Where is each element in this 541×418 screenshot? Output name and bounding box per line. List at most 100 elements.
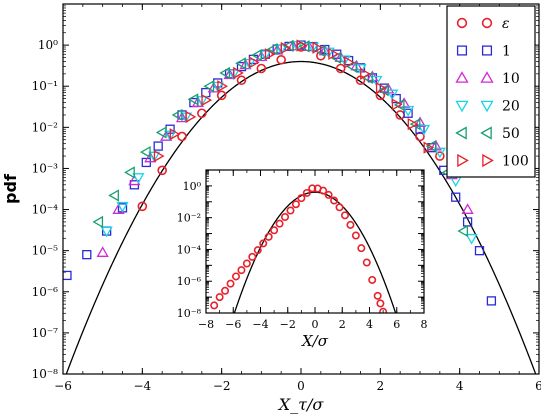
x-tick-label: −6 [225, 318, 241, 331]
inset-plot: −8 −6 −4 −2 0 2 4 6 8 10⁻⁸ 10⁻⁶ 10⁻⁴ 10⁻² 10⁰ X/σ [177, 169, 428, 350]
x-tick-label: −4 [133, 379, 151, 393]
x-tick-label: 2 [377, 379, 385, 393]
data-point-square [403, 108, 413, 118]
data-point-triangle-down [116, 201, 129, 213]
legend-label: ε [502, 16, 510, 32]
data-point-circle [302, 188, 311, 197]
data-point-circle [242, 259, 251, 268]
legend-marker-triangle-right [457, 153, 469, 168]
legend-marker-square [481, 45, 493, 56]
y-tick-label: 10⁻⁶ [177, 275, 202, 288]
data-point-triangle-left [187, 93, 199, 106]
data-point-triangle-down [433, 147, 446, 159]
legend-label: 100 [502, 154, 529, 170]
data-point-square [141, 157, 151, 168]
data-point-circle [256, 63, 267, 74]
data-point-circle [221, 286, 230, 295]
data-point-triangle-left [139, 145, 151, 159]
data-point-circle [335, 63, 346, 74]
y-tick-label: 10⁻² [32, 120, 59, 134]
legend-marker-triangle-up [455, 71, 469, 83]
data-point-circle [286, 206, 295, 215]
data-point-triangle-down [354, 64, 367, 75]
data-point-circle [215, 293, 224, 302]
data-point-triangle-up [461, 203, 474, 214]
series-group [63, 39, 497, 306]
legend-marker-triangle-left [455, 126, 467, 140]
data-point-circle [237, 266, 246, 275]
data-point-circle [308, 184, 317, 193]
legend-marker-triangle-up [480, 71, 494, 83]
data-point-circle [264, 232, 273, 241]
legend: ε 1 10 20 50 100 [446, 5, 536, 178]
x-tick-label: −8 [198, 318, 214, 331]
data-point-square [153, 141, 163, 151]
x-tick-label: 0 [312, 318, 319, 331]
plot-frame [205, 169, 425, 314]
data-point-triangle-down [132, 173, 145, 184]
data-point-square [486, 296, 497, 306]
data-point-triangle-right [248, 56, 260, 69]
legend-marker-square [456, 45, 468, 56]
x-tick-label: 4 [366, 318, 373, 331]
data-point-circle [157, 165, 167, 176]
data-point-circle [335, 203, 344, 212]
data-point-square [474, 246, 485, 256]
data-point-circle [376, 299, 385, 308]
data-point-circle [330, 196, 339, 205]
data-point-triangle-left [393, 98, 405, 112]
data-point-triangle-left [457, 224, 469, 238]
data-point-triangle-right [375, 81, 387, 95]
x-tick-label: −2 [213, 379, 231, 393]
data-point-triangle-up [96, 246, 109, 257]
data-point-triangle-right [233, 66, 244, 80]
gaussian-reference-curve [233, 191, 397, 313]
data-point-triangle-right [360, 67, 371, 80]
data-point-square [63, 270, 72, 281]
legend-marker-circle [456, 17, 468, 29]
y-tick-label: 10⁻² [177, 212, 201, 225]
data-point-circle [210, 301, 219, 310]
data-point-circle [368, 275, 377, 284]
data-point-triangle-left [235, 57, 246, 70]
data-point-circle [236, 75, 247, 86]
data-point-triangle-down [100, 226, 113, 238]
x-tick-label: 2 [339, 318, 346, 331]
data-point-circle [357, 244, 366, 253]
data-point-triangle-left [346, 60, 357, 73]
data-point-triangle-down [338, 55, 351, 67]
x-tick-label: −4 [252, 318, 268, 331]
data-point-triangle-right [312, 41, 324, 54]
data-point-circle [281, 213, 290, 222]
data-point-circle [248, 252, 257, 261]
y-tick-label: 10⁻⁴ [177, 243, 202, 256]
data-point-circle [379, 307, 388, 313]
data-point-circle [197, 108, 207, 119]
data-point-square [82, 250, 92, 260]
data-point-triangle-down [465, 233, 478, 245]
data-point-triangle-left [251, 49, 262, 62]
data-point-triangle-right [391, 98, 403, 111]
data-point-circle [177, 131, 187, 142]
data-point-triangle-right [185, 110, 197, 123]
data-point-circle [435, 151, 445, 161]
x-tick-label: −6 [54, 379, 72, 393]
data-point-circle [216, 90, 227, 101]
data-point-triangle-right [169, 128, 181, 141]
x-tick-label: 4 [456, 379, 464, 393]
data-point-triangle-down [386, 89, 399, 101]
x-tick-label: 0 [297, 379, 305, 393]
data-point-triangle-down [370, 75, 383, 87]
data-point-triangle-right [407, 117, 419, 131]
legend-label: 1 [502, 44, 511, 60]
y-tick-label: 10⁻⁴ [32, 203, 59, 217]
data-point-triangle-right [296, 39, 308, 52]
gaussian-reference-curve [65, 60, 537, 374]
data-point-circle [340, 211, 349, 220]
legend-marker-triangle-left [480, 126, 492, 140]
data-point-triangle-down [401, 105, 415, 117]
data-point-triangle-right [264, 48, 276, 61]
y-tick-label: 10⁰ [38, 38, 58, 52]
y-axis-label: pdf [1, 173, 20, 204]
